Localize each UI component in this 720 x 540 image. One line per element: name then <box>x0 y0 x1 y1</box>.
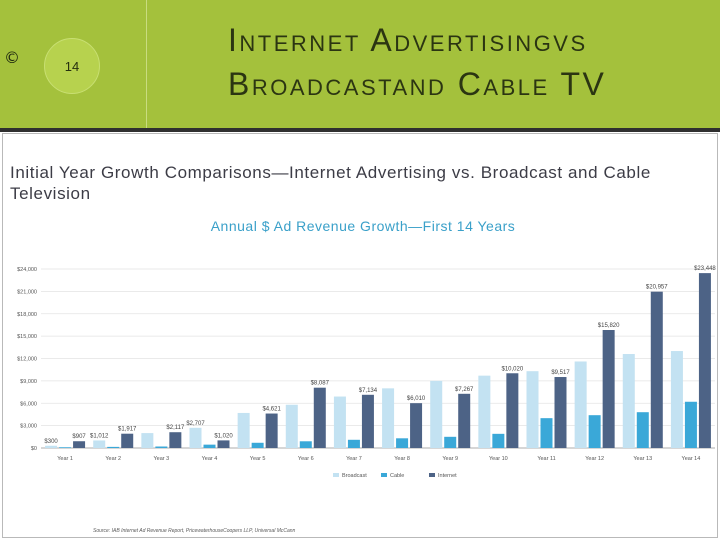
legend-swatch <box>381 473 387 477</box>
bar-cable <box>203 444 216 448</box>
bar-broadcast <box>285 404 298 448</box>
data-label: $1,020 <box>214 433 233 439</box>
data-label: $6,010 <box>407 396 426 402</box>
data-label: $1,012 <box>90 433 109 439</box>
bar-internet <box>458 393 471 448</box>
y-tick-label: $15,000 <box>17 334 37 340</box>
bar-broadcast <box>382 388 395 448</box>
legend-label: Broadcast <box>342 473 367 479</box>
bar-internet <box>650 291 663 448</box>
bar-internet <box>698 273 711 448</box>
bar-cable <box>684 401 697 448</box>
x-tick-label: Year 3 <box>154 456 170 462</box>
data-label: $4,621 <box>262 407 281 413</box>
chart-panel: Initial Year Growth Comparisons—Internet… <box>2 133 718 538</box>
bar-chart: $0 $3,000 $6,000 $9,000 $12,000 $15,000 $18,00… <box>17 266 716 479</box>
x-tick-label: Year 1 <box>57 456 73 462</box>
bar-broadcast <box>45 445 58 448</box>
data-label: $20,957 <box>646 285 668 291</box>
bar-cable <box>59 447 72 448</box>
y-tick-label: $12,000 <box>17 357 37 363</box>
legend-label: Cable <box>390 473 404 479</box>
x-tick-label: Year 5 <box>250 456 266 462</box>
x-tick-label: Year 4 <box>202 456 218 462</box>
bar-cable <box>251 442 264 448</box>
slide-title: Internet Advertisingvs Broadcastand Cabl… <box>228 22 607 102</box>
x-tick-label: Year 11 <box>537 456 555 462</box>
y-tick-label: $0 <box>31 446 37 452</box>
data-label: $23,448 <box>694 266 716 272</box>
legend-label: Internet <box>438 473 457 479</box>
x-tick-label: Year 14 <box>682 456 701 462</box>
x-tick-label: Year 12 <box>585 456 604 462</box>
data-label: $300 <box>44 439 58 445</box>
data-label: $15,820 <box>598 323 620 329</box>
bar-cable <box>588 415 601 448</box>
header-divider <box>0 128 720 132</box>
bar-broadcast <box>622 354 635 448</box>
copyright-symbol: © <box>4 48 20 67</box>
legend-swatch <box>333 473 339 477</box>
header-left-panel: © 14 <box>0 0 147 128</box>
data-label: $907 <box>72 434 86 440</box>
bar-broadcast <box>189 427 202 448</box>
bar-broadcast <box>478 375 491 448</box>
bar-cable <box>636 412 649 448</box>
data-label: $10,020 <box>502 366 524 372</box>
x-tick-label: Year 13 <box>633 456 652 462</box>
bar-broadcast <box>141 433 154 448</box>
bar-cable <box>540 418 553 448</box>
y-tick-label: $9,000 <box>20 379 37 385</box>
legend-swatch <box>429 473 435 477</box>
y-tick-label: $21,000 <box>17 289 37 295</box>
bar-cable <box>347 439 360 448</box>
y-tick-label: $6,000 <box>20 401 37 407</box>
bar-broadcast <box>526 371 539 448</box>
bar-cable <box>396 438 409 448</box>
bar-cable <box>107 446 120 448</box>
bar-cable <box>444 436 457 448</box>
chart-title: Annual $ Ad Revenue Growth—First 14 Year… <box>210 218 516 234</box>
bar-internet <box>169 432 182 448</box>
bar-internet <box>361 394 374 448</box>
x-tick-label: Year 10 <box>489 456 508 462</box>
page-number-badge: 14 <box>44 38 100 94</box>
bar-internet <box>73 441 86 448</box>
bar-internet <box>217 440 230 448</box>
bar-cable <box>155 446 168 448</box>
bar-internet <box>506 373 519 448</box>
x-tick-label: Year 7 <box>346 456 362 462</box>
x-tick-label: Year 9 <box>442 456 458 462</box>
bar-internet <box>121 433 134 448</box>
x-tick-label: Year 8 <box>394 456 410 462</box>
y-tick-label: $3,000 <box>20 424 37 430</box>
bar-cable <box>492 433 505 448</box>
x-tick-label: Year 2 <box>105 456 121 462</box>
y-tick-label: $18,000 <box>17 312 37 318</box>
data-label: $2,707 <box>186 421 205 427</box>
chart-heading: Initial Year Growth Comparisons—Internet… <box>10 163 651 203</box>
bar-internet <box>410 403 423 448</box>
bar-broadcast <box>670 351 683 448</box>
data-label: $8,087 <box>311 381 330 387</box>
data-label: $1,917 <box>118 427 137 433</box>
bar-internet <box>602 330 615 448</box>
chart-source: Source: IAB Internet Ad Revenue Report, … <box>93 528 296 534</box>
data-label: $2,117 <box>166 425 185 431</box>
bar-internet <box>554 377 567 448</box>
page-number: 14 <box>64 59 80 74</box>
data-label: $7,134 <box>359 388 378 394</box>
bar-broadcast <box>93 440 106 448</box>
bar-cable <box>299 441 312 448</box>
bar-broadcast <box>574 361 587 448</box>
bar-broadcast <box>333 396 346 448</box>
y-tick-label: $24,000 <box>17 267 37 273</box>
bar-internet <box>313 387 326 448</box>
bar-broadcast <box>430 380 443 448</box>
x-tick-label: Year 6 <box>298 456 314 462</box>
bar-internet <box>265 413 278 448</box>
data-label: $7,267 <box>455 387 474 393</box>
bar-broadcast <box>237 412 250 448</box>
data-label: $9,517 <box>551 370 570 376</box>
